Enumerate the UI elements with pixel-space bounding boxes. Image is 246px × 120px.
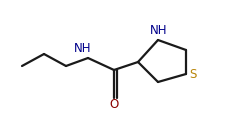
Text: S: S <box>189 67 197 81</box>
Text: NH: NH <box>150 24 168 37</box>
Text: O: O <box>109 99 119 111</box>
Text: NH: NH <box>74 42 92 55</box>
